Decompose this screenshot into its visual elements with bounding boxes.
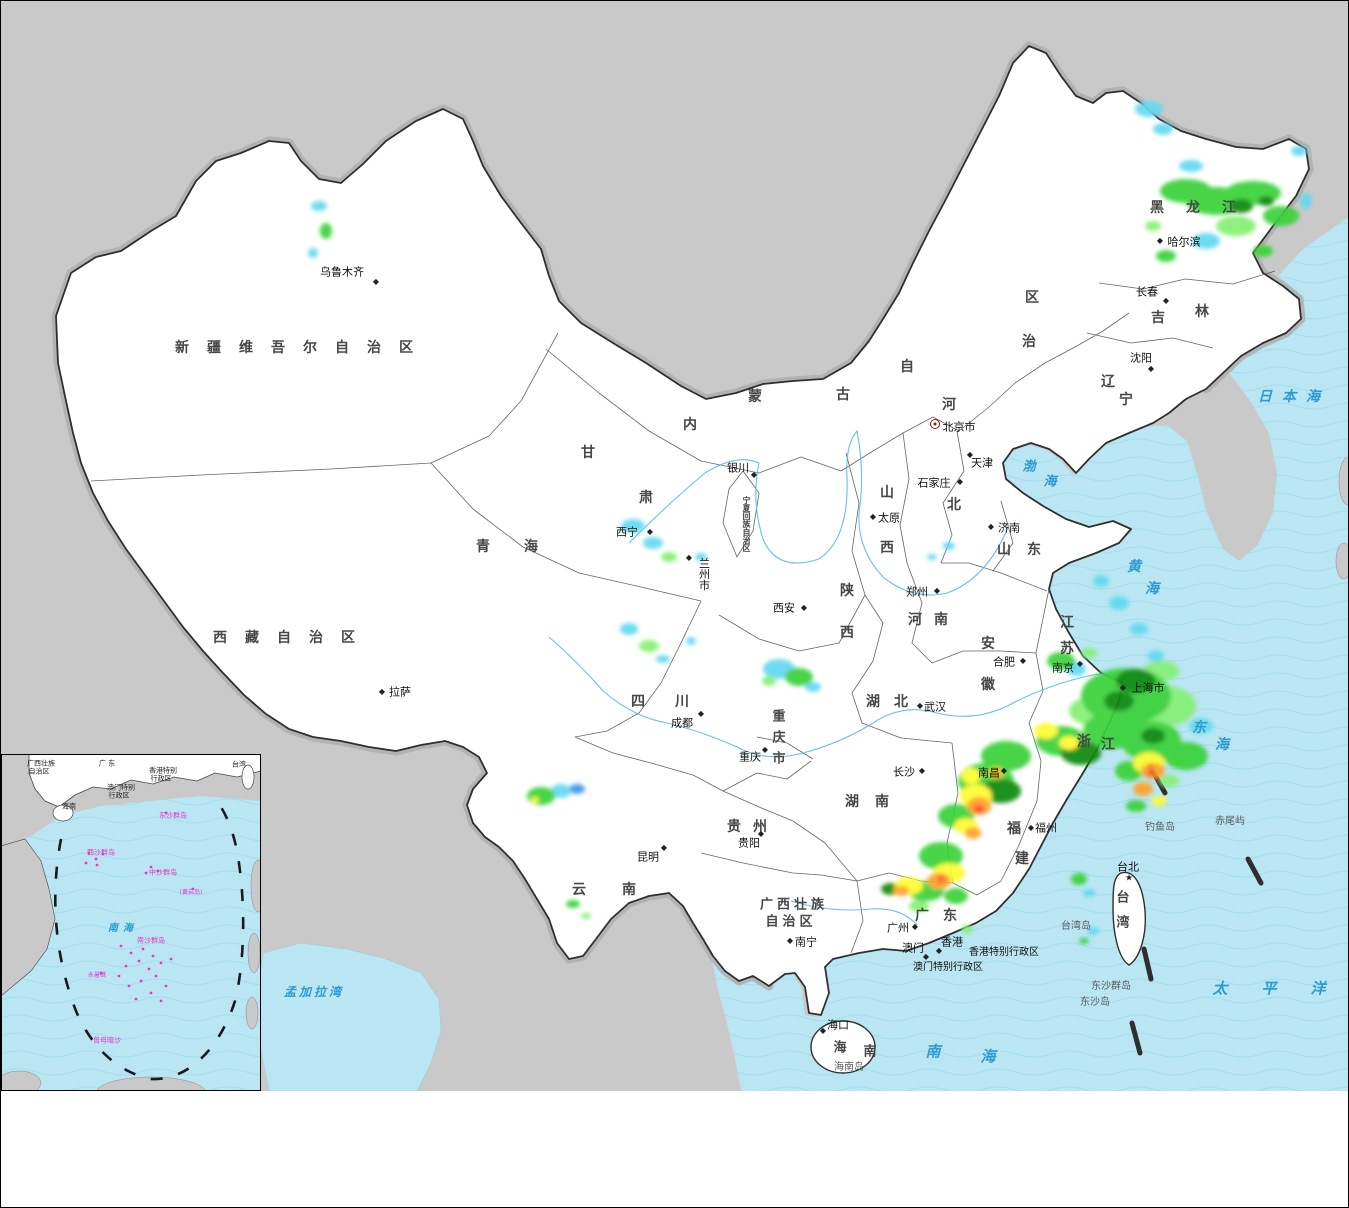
inset-border: [1, 754, 261, 1091]
south-china-sea-inset: [1, 754, 261, 1091]
radar-echo: [1087, 927, 1099, 935]
radar-echo: [566, 900, 580, 908]
rivers: [548, 429, 1126, 926]
radar-echo: [308, 248, 318, 258]
radar-echo: [1133, 782, 1153, 796]
inset-philippines: [1, 859, 261, 1091]
radar-echo: [1258, 196, 1274, 206]
radar-echo: [1141, 728, 1165, 744]
radar-echo: [1126, 800, 1146, 812]
radar-echo: [311, 201, 327, 211]
radar-echo: [1151, 796, 1167, 806]
radar-echo: [965, 827, 981, 839]
radar-echo: [621, 519, 645, 533]
radar-echo: [1083, 889, 1095, 897]
china-radar-map: [1, 1, 1348, 1091]
radar-echo: [1189, 718, 1213, 734]
radar-echo: [1059, 736, 1079, 750]
radar-echo: [762, 676, 776, 686]
radar-echo: [1216, 216, 1256, 236]
radar-echo: [974, 805, 984, 813]
radar-echo: [1300, 193, 1312, 209]
inset-vietnam: [1, 838, 56, 997]
radar-echo: [656, 655, 670, 663]
radar-echo: [1291, 146, 1307, 156]
radar-echo: [531, 797, 539, 803]
radar-echo: [909, 900, 929, 912]
radar-echo: [1104, 691, 1134, 711]
radar-echo: [1253, 245, 1273, 257]
radar-echo: [1179, 160, 1203, 172]
radar-echo: [1192, 233, 1220, 249]
hainan-island: [810, 1020, 876, 1074]
radar-echo: [1159, 775, 1179, 787]
radar-echo: [1147, 770, 1155, 776]
radar-echo: [620, 623, 638, 635]
radar-echo: [805, 682, 821, 692]
radar-echo: [1093, 575, 1109, 587]
radar-echo: [320, 223, 332, 239]
inset-island-markers: [84, 811, 195, 1003]
radar-echo: [893, 886, 909, 896]
radar-echo: [981, 741, 1031, 771]
japan-islands: [1335, 456, 1348, 580]
inset-taiwan: [241, 764, 255, 790]
radar-echo: [1130, 623, 1148, 635]
radar-echo: [695, 553, 707, 561]
radar-echo: [1109, 596, 1129, 610]
nine-dash-line: [53, 806, 245, 1081]
radar-echo: [581, 913, 591, 919]
radar-echo-layer: [308, 101, 1312, 944]
radar-echo: [643, 537, 663, 549]
radar-echo: [1071, 873, 1087, 885]
radar-echo: [1047, 652, 1075, 670]
radar-echo: [686, 637, 696, 645]
radar-echo: [927, 554, 937, 560]
radar-echo: [1156, 250, 1176, 262]
taiwan-island: [1112, 871, 1146, 966]
radar-echo: [943, 542, 955, 550]
radar-echo: [1079, 938, 1089, 944]
radar-echo: [551, 784, 571, 798]
radar-echo: [569, 784, 585, 794]
radar-echo: [961, 925, 973, 933]
inset-hainan: [52, 804, 74, 822]
radar-echo: [1135, 101, 1163, 117]
radar-echo: [919, 842, 963, 870]
radar-echo: [961, 768, 981, 784]
radar-echo: [1263, 206, 1299, 226]
east-sea-texture: [711, 217, 1348, 1091]
radar-echo: [1081, 648, 1097, 658]
radar-echo: [1145, 221, 1161, 231]
radar-echo: [785, 668, 813, 686]
radar-echo: [988, 767, 1004, 779]
radar-echo: [639, 640, 659, 652]
radar-echo: [661, 552, 677, 562]
radar-echo: [944, 888, 968, 904]
radar-echo: [527, 787, 555, 805]
radar-echo: [1116, 669, 1156, 693]
radar-echo: [937, 876, 945, 882]
radar-echo: [1153, 123, 1173, 135]
legend-footer: 全国雷达拼图 [2026-04-22 10:54:00] [ 组合反射率 ] 5…: [1, 1091, 1348, 1207]
radar-echo: [1164, 742, 1208, 770]
radar-echo: [1229, 199, 1253, 213]
radar-echo: [1034, 723, 1058, 739]
radar-echo: [1083, 713, 1139, 749]
radar-echo: [1148, 650, 1164, 662]
